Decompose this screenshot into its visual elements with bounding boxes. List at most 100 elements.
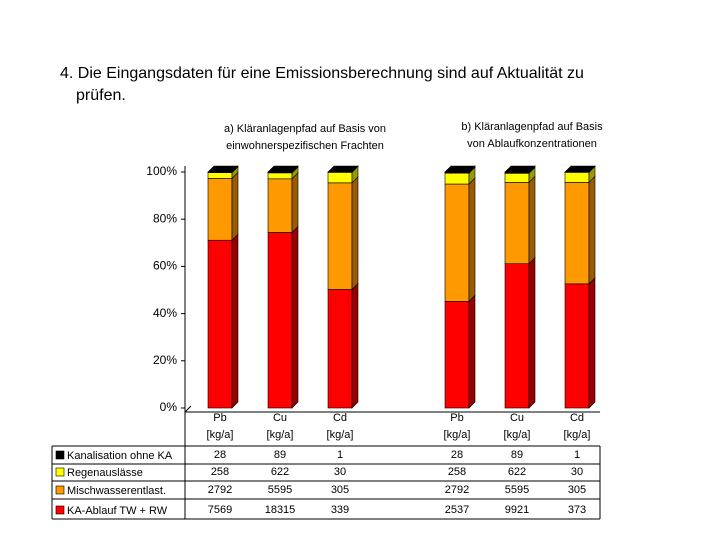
table-value: 622	[508, 466, 526, 478]
table-value: 28	[451, 449, 463, 461]
legend-key	[56, 468, 64, 476]
legend-key	[56, 486, 64, 494]
bar-front	[208, 178, 232, 240]
legend-key	[56, 451, 64, 459]
y-tick-label: 40%	[153, 306, 177, 320]
floor-back	[185, 406, 191, 412]
table-value: 9921	[505, 504, 529, 516]
table-value: 5595	[268, 484, 292, 496]
bar-side	[352, 177, 358, 290]
bar-segment	[505, 258, 535, 408]
bar-segment	[268, 226, 298, 408]
bar-front	[208, 173, 232, 179]
bar-front	[565, 172, 589, 182]
bar-front	[505, 182, 529, 263]
bar-segment	[565, 176, 595, 284]
table-value: 30	[571, 466, 583, 478]
table-value: 305	[331, 484, 349, 496]
x-unit-label: [kg/a]	[564, 429, 591, 441]
y-tick-label: 20%	[153, 353, 177, 367]
bar-segment	[445, 166, 475, 173]
table-value: 373	[568, 504, 586, 516]
legend-key	[56, 506, 64, 514]
bar-side	[232, 172, 238, 240]
bar-side	[529, 176, 535, 263]
bar-side	[469, 178, 475, 301]
bar-segment	[328, 177, 358, 290]
bar-side	[352, 283, 358, 408]
group-label: von Ablaufkonzentrationen	[467, 138, 597, 150]
table-value: 7569	[208, 504, 232, 516]
table-value: 18315	[265, 504, 296, 516]
bar-front	[565, 284, 589, 408]
table-value: 5595	[505, 484, 529, 496]
y-tick-label: 0%	[160, 400, 178, 414]
table-value: 2537	[445, 504, 469, 516]
table-value: 1	[574, 449, 580, 461]
x-unit-label: [kg/a]	[207, 429, 234, 441]
x-tick-label: Cd	[570, 412, 584, 424]
y-tick-label: 80%	[153, 211, 177, 225]
table-value: 339	[331, 504, 349, 516]
table-value: 622	[271, 466, 289, 478]
bar-front	[505, 173, 529, 182]
table-value: 1	[337, 449, 343, 461]
bar-side	[589, 278, 595, 408]
bar-segment	[268, 173, 298, 233]
x-unit-label: [kg/a]	[504, 429, 531, 441]
bar-front	[268, 232, 292, 408]
bar-segment	[505, 166, 535, 173]
x-unit-label: [kg/a]	[444, 429, 471, 441]
legend-label: KA-Ablauf TW + RW	[67, 505, 168, 517]
bar-side	[292, 226, 298, 408]
table-value: 30	[334, 466, 346, 478]
bar-front	[445, 301, 469, 408]
table-value: 2792	[208, 484, 232, 496]
table-value: 89	[274, 449, 286, 461]
chart-title: 4. Die Eingangsdaten für eine Emissionsb…	[60, 65, 584, 104]
bar-front	[328, 172, 352, 182]
bar-segment	[328, 283, 358, 408]
x-tick-label: Cd	[333, 412, 347, 424]
x-unit-label: [kg/a]	[267, 429, 294, 441]
group-label: a) Kläranlagenpfad auf Basis von	[224, 123, 386, 135]
x-tick-label: Cu	[273, 412, 287, 424]
bar-segment	[445, 295, 475, 408]
table-value: 258	[448, 466, 466, 478]
bar-segment	[445, 178, 475, 301]
group-label: einwohnerspezifischen Frachten	[226, 140, 384, 152]
table-value: 305	[568, 484, 586, 496]
bar-front	[565, 182, 589, 284]
table-value: 258	[211, 466, 229, 478]
bar-front	[445, 173, 469, 184]
bar-side	[589, 176, 595, 284]
x-unit-label: [kg/a]	[327, 429, 354, 441]
table-value: 28	[214, 449, 226, 461]
table-value: 89	[511, 449, 523, 461]
bar-side	[529, 258, 535, 408]
bar-front	[268, 179, 292, 233]
table-value: 2792	[445, 484, 469, 496]
bar-front	[445, 184, 469, 301]
y-tick-label: 60%	[153, 259, 177, 273]
x-tick-label: Pb	[450, 412, 463, 424]
bar-side	[232, 234, 238, 408]
bar-segment	[208, 172, 238, 240]
bar-front	[268, 173, 292, 179]
y-tick-label: 100%	[146, 164, 177, 178]
bar-side	[292, 173, 298, 233]
x-tick-label: Cu	[510, 412, 524, 424]
bar-side	[469, 295, 475, 408]
bar-front	[208, 240, 232, 408]
bar-segment	[505, 176, 535, 263]
group-label: b) Kläranlagenpfad auf Basis	[461, 121, 603, 133]
legend-label: Kanalisation ohne KA	[67, 450, 173, 462]
bar-front	[505, 264, 529, 408]
x-tick-label: Pb	[213, 412, 226, 424]
legend-label: Regenauslässe	[67, 467, 143, 479]
legend-label: Mischwasserentlast.	[67, 485, 166, 497]
bar-front	[328, 289, 352, 408]
bar-segment	[565, 278, 595, 408]
